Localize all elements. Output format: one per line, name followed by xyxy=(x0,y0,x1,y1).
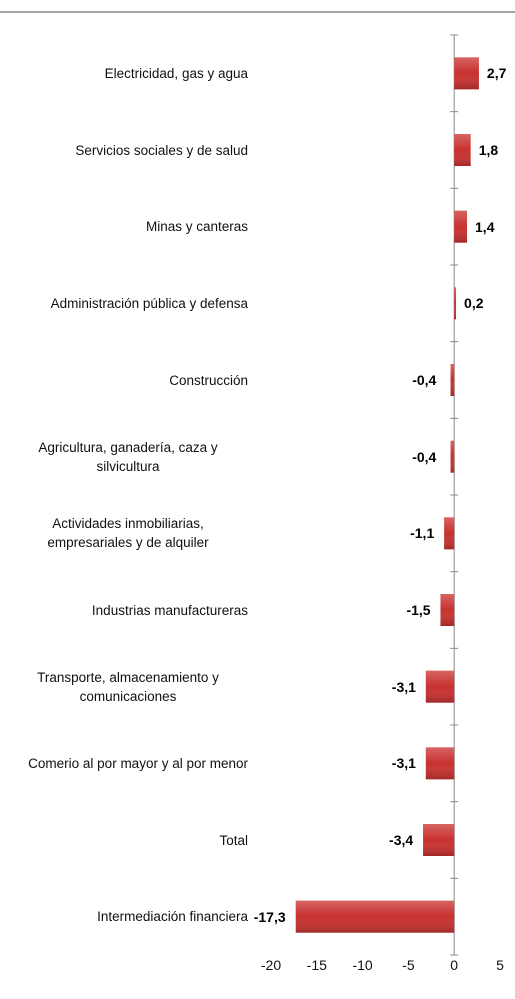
category-label: Minas y canteras xyxy=(145,219,248,235)
category-label: Agricultura, ganadería, caza y silvicult… xyxy=(38,439,218,474)
category-label: Industrias manufactureras xyxy=(91,602,248,618)
bar-shade xyxy=(423,824,455,856)
bar-shade xyxy=(440,594,455,626)
category-label: Electricidad, gas y agua xyxy=(104,65,248,81)
value-label: 1,4 xyxy=(475,218,495,235)
value-label: 0,2 xyxy=(464,295,484,312)
x-tick-label: -20 xyxy=(260,957,282,973)
bar-shade xyxy=(425,747,455,780)
bar-shade xyxy=(295,900,455,933)
value-label: -3,4 xyxy=(389,832,414,848)
value-label: -0,4 xyxy=(412,372,437,388)
value-label: -0,4 xyxy=(412,448,437,465)
bar-shade xyxy=(450,364,455,396)
bar-shade xyxy=(454,57,479,90)
value-label: -3,1 xyxy=(391,755,416,772)
category-label: Total xyxy=(219,832,248,848)
bar-shade xyxy=(425,670,455,703)
category-label: Servicios sociales y de salud xyxy=(75,142,248,158)
x-tick-label: 5 xyxy=(496,957,504,973)
x-tick-label: 0 xyxy=(450,957,459,973)
bar-shade xyxy=(454,287,457,320)
category-label: Intermediación financiera xyxy=(97,909,248,925)
category-label: Construcción xyxy=(169,372,248,388)
bar-shade xyxy=(454,134,471,166)
value-label: -1,5 xyxy=(406,602,431,618)
category-label: Transporte, almacenamiento y comunicacio… xyxy=(37,669,219,704)
x-tick-label: -10 xyxy=(352,957,373,973)
bar-shade xyxy=(450,440,455,473)
x-tick-label: -5 xyxy=(402,957,415,973)
value-label: -17,3 xyxy=(253,908,286,925)
category-label: Administración pública y defensa xyxy=(50,295,248,311)
category-label: Actividades inmobiliarias, empresariales… xyxy=(47,516,209,551)
bar-shade xyxy=(444,517,455,550)
category-label: Comerio al por mayor y al por menor xyxy=(28,755,248,771)
value-label: 1,8 xyxy=(478,142,499,158)
value-label: -3,1 xyxy=(391,678,416,695)
value-label: -1,1 xyxy=(410,525,435,542)
x-tick-label: -15 xyxy=(306,957,327,973)
value-label: 2,7 xyxy=(486,65,507,82)
bar-shade xyxy=(454,210,468,243)
